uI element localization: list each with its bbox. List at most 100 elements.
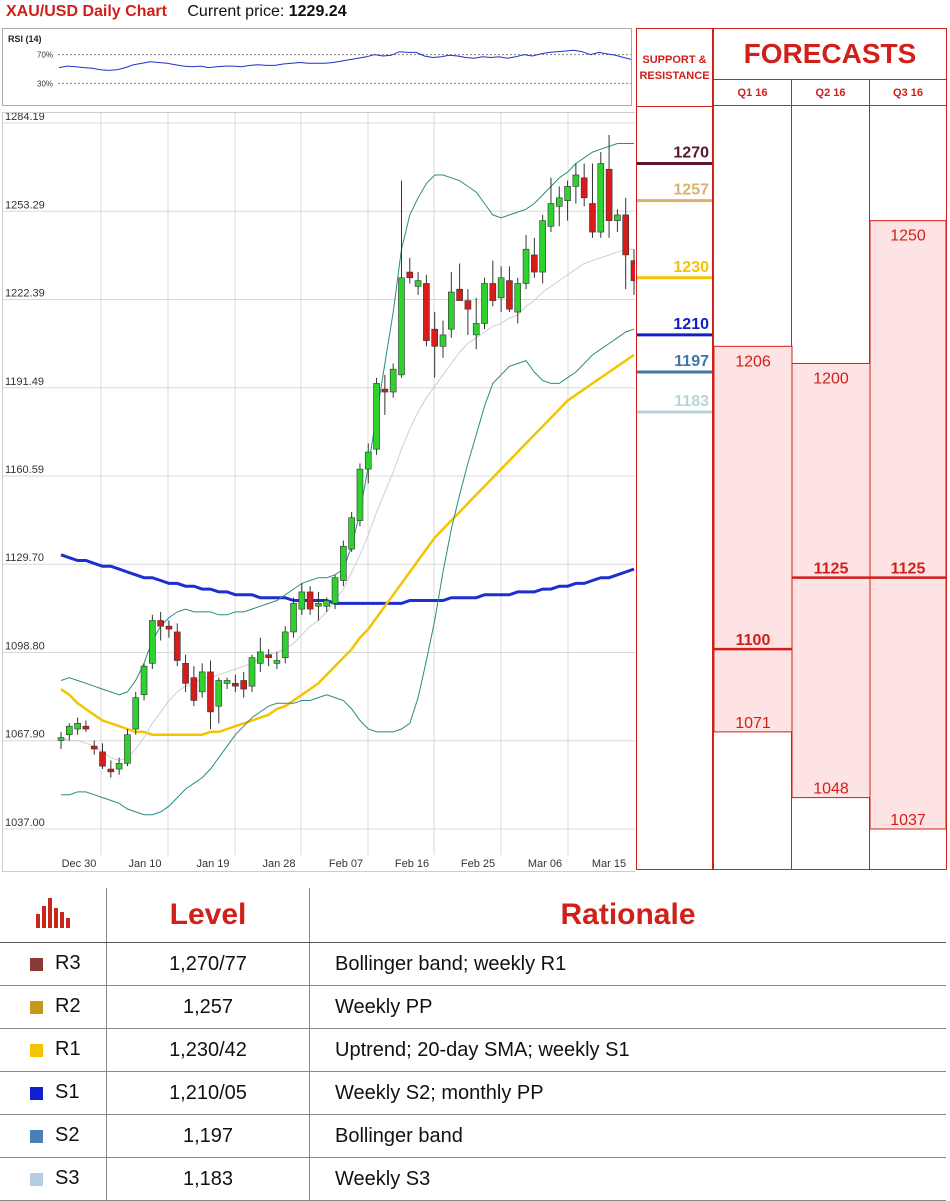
candle-body <box>149 620 156 664</box>
candle-body <box>448 291 455 330</box>
level-color-swatch <box>30 1172 43 1186</box>
forecast-lower-label: 1037 <box>890 812 926 829</box>
level-color-swatch <box>30 1043 43 1057</box>
forecast-lower-label: 1048 <box>813 781 849 798</box>
candle-body <box>240 680 247 690</box>
forecast-mid-label: 1125 <box>891 561 926 578</box>
candle-body <box>547 203 555 227</box>
level-name: S1 <box>55 1081 80 1104</box>
levels-chart-icon-cell <box>0 888 107 943</box>
candle-body <box>472 323 480 336</box>
candle-body <box>364 451 372 470</box>
chart-title: XAU/USD Daily Chart <box>6 3 167 20</box>
x-tick-label: Feb 07 <box>329 858 363 870</box>
bar-chart-icon <box>36 898 70 928</box>
quarter-header-q1: Q1 16 <box>714 80 792 106</box>
candle-body <box>198 671 206 693</box>
level-rationale: Weekly S2; monthly PP <box>309 1071 946 1115</box>
x-tick-label: Feb 16 <box>395 858 429 870</box>
candle-body <box>182 663 189 684</box>
forecast-ranges: 1206 1100 1071 1200 1125 1048 1250 1125 1037 <box>714 220 946 830</box>
levels-table-body: R3 1,270/77 Bollinger band; weekly R1 R2 1,2… <box>0 942 946 1201</box>
rsi-tick-label: 70% <box>37 51 53 60</box>
y-tick-label: 1191.49 <box>5 376 44 388</box>
candle-body <box>439 334 447 347</box>
candle-body <box>514 283 522 313</box>
candle-body <box>99 751 106 767</box>
forecast-mid-label: 1125 <box>814 561 849 578</box>
quarter-header-q3: Q3 16 <box>870 80 946 106</box>
level-row: R1 1,230/42 Uptrend; 20-day SMA; weekly S1 <box>0 1028 946 1072</box>
x-tick-label: Mar 15 <box>592 858 626 870</box>
level-value: 1,257 <box>106 985 310 1029</box>
candle-body <box>572 174 580 187</box>
level-rationale: Weekly S3 <box>309 1157 946 1201</box>
candle-body <box>423 283 430 341</box>
candle-body <box>257 651 264 664</box>
x-tick-label: Jan 19 <box>196 858 229 870</box>
level-name: R3 <box>55 952 81 975</box>
candle-body <box>323 600 331 607</box>
x-tick-label: Jan 28 <box>262 858 295 870</box>
forecast-range-q2 <box>791 362 871 799</box>
candle-body <box>398 277 405 376</box>
y-tick-label: 1222.39 <box>5 288 45 300</box>
support-resistance-column: SUPPORT & RESISTANCE 1270 1257 1230 1210 119… <box>636 28 713 870</box>
candle-body <box>597 163 605 233</box>
sr-level-label: 1197 <box>674 353 709 370</box>
forecasts-title: FORECASTS <box>714 29 946 80</box>
candle-body <box>248 657 256 687</box>
level-value: 1,183 <box>106 1157 310 1201</box>
forecast-upper-label: 1250 <box>890 228 926 245</box>
candle-body <box>190 677 198 701</box>
level-row: S1 1,210/05 Weekly S2; monthly PP <box>0 1071 946 1115</box>
candle-body <box>281 631 289 658</box>
level-row: S3 1,183 Weekly S3 <box>0 1157 946 1201</box>
candle-body <box>273 660 281 664</box>
level-value: 1,270/77 <box>106 942 310 986</box>
candle-body <box>406 271 414 279</box>
level-name-cell: R2 <box>0 985 107 1029</box>
sma55-line <box>60 353 635 736</box>
chart-header: XAU/USD Daily Chart Current price: 1229.… <box>6 3 347 25</box>
level-rationale: Bollinger band; weekly R1 <box>309 942 946 986</box>
level-row: R3 1,270/77 Bollinger band; weekly R1 <box>0 942 946 986</box>
x-tick-label: Feb 25 <box>461 858 495 870</box>
candle-body <box>306 591 314 610</box>
rationale-column-header: Rationale <box>309 888 946 943</box>
candle-body <box>165 625 173 630</box>
sma20-line <box>60 248 634 762</box>
level-rationale: Bollinger band <box>309 1114 946 1158</box>
y-tick-label: 1067.90 <box>5 729 45 741</box>
rsi-panel: RSI (14) 70% 30% <box>2 28 632 106</box>
sr-header-line-2: RESISTANCE <box>639 69 710 82</box>
forecast-upper-label: 1200 <box>813 370 849 387</box>
level-name-cell: S2 <box>0 1114 107 1158</box>
bollinger-lower-line <box>61 328 635 816</box>
bollinger-upper-line <box>60 143 634 696</box>
candle-body <box>90 745 98 750</box>
x-tick-label: Dec 30 <box>62 858 97 870</box>
sr-levels-graphic: 1270 1257 1230 1210 1197 1183 <box>637 145 712 414</box>
forecast-mid-label: 1100 <box>736 632 771 649</box>
level-color-swatch <box>30 1000 43 1014</box>
candle-body <box>389 368 397 393</box>
sr-level-label: 1230 <box>673 259 709 276</box>
candle-body <box>82 725 90 730</box>
level-name-cell: S1 <box>0 1071 107 1115</box>
support-resistance-header: SUPPORT & RESISTANCE <box>637 29 712 107</box>
candle-body <box>298 591 306 610</box>
candle-body <box>315 603 322 607</box>
candle-body <box>74 723 81 730</box>
level-name-cell: R3 <box>0 942 107 986</box>
level-rationale: Uptrend; 20-day SMA; weekly S1 <box>309 1028 946 1072</box>
price-chart-panel: 1284.19 1253.29 1222.39 1191.49 1160.59 1129.… <box>2 111 638 872</box>
x-tick-label: Mar 06 <box>528 858 562 870</box>
x-tick-label: Jan 10 <box>128 858 161 870</box>
sr-level-label: 1270 <box>673 145 709 162</box>
candle-body <box>215 680 223 707</box>
level-name: R1 <box>55 1038 81 1061</box>
candle-body <box>290 603 297 633</box>
level-name: S2 <box>55 1124 80 1147</box>
y-tick-label: 1129.70 <box>5 552 44 564</box>
